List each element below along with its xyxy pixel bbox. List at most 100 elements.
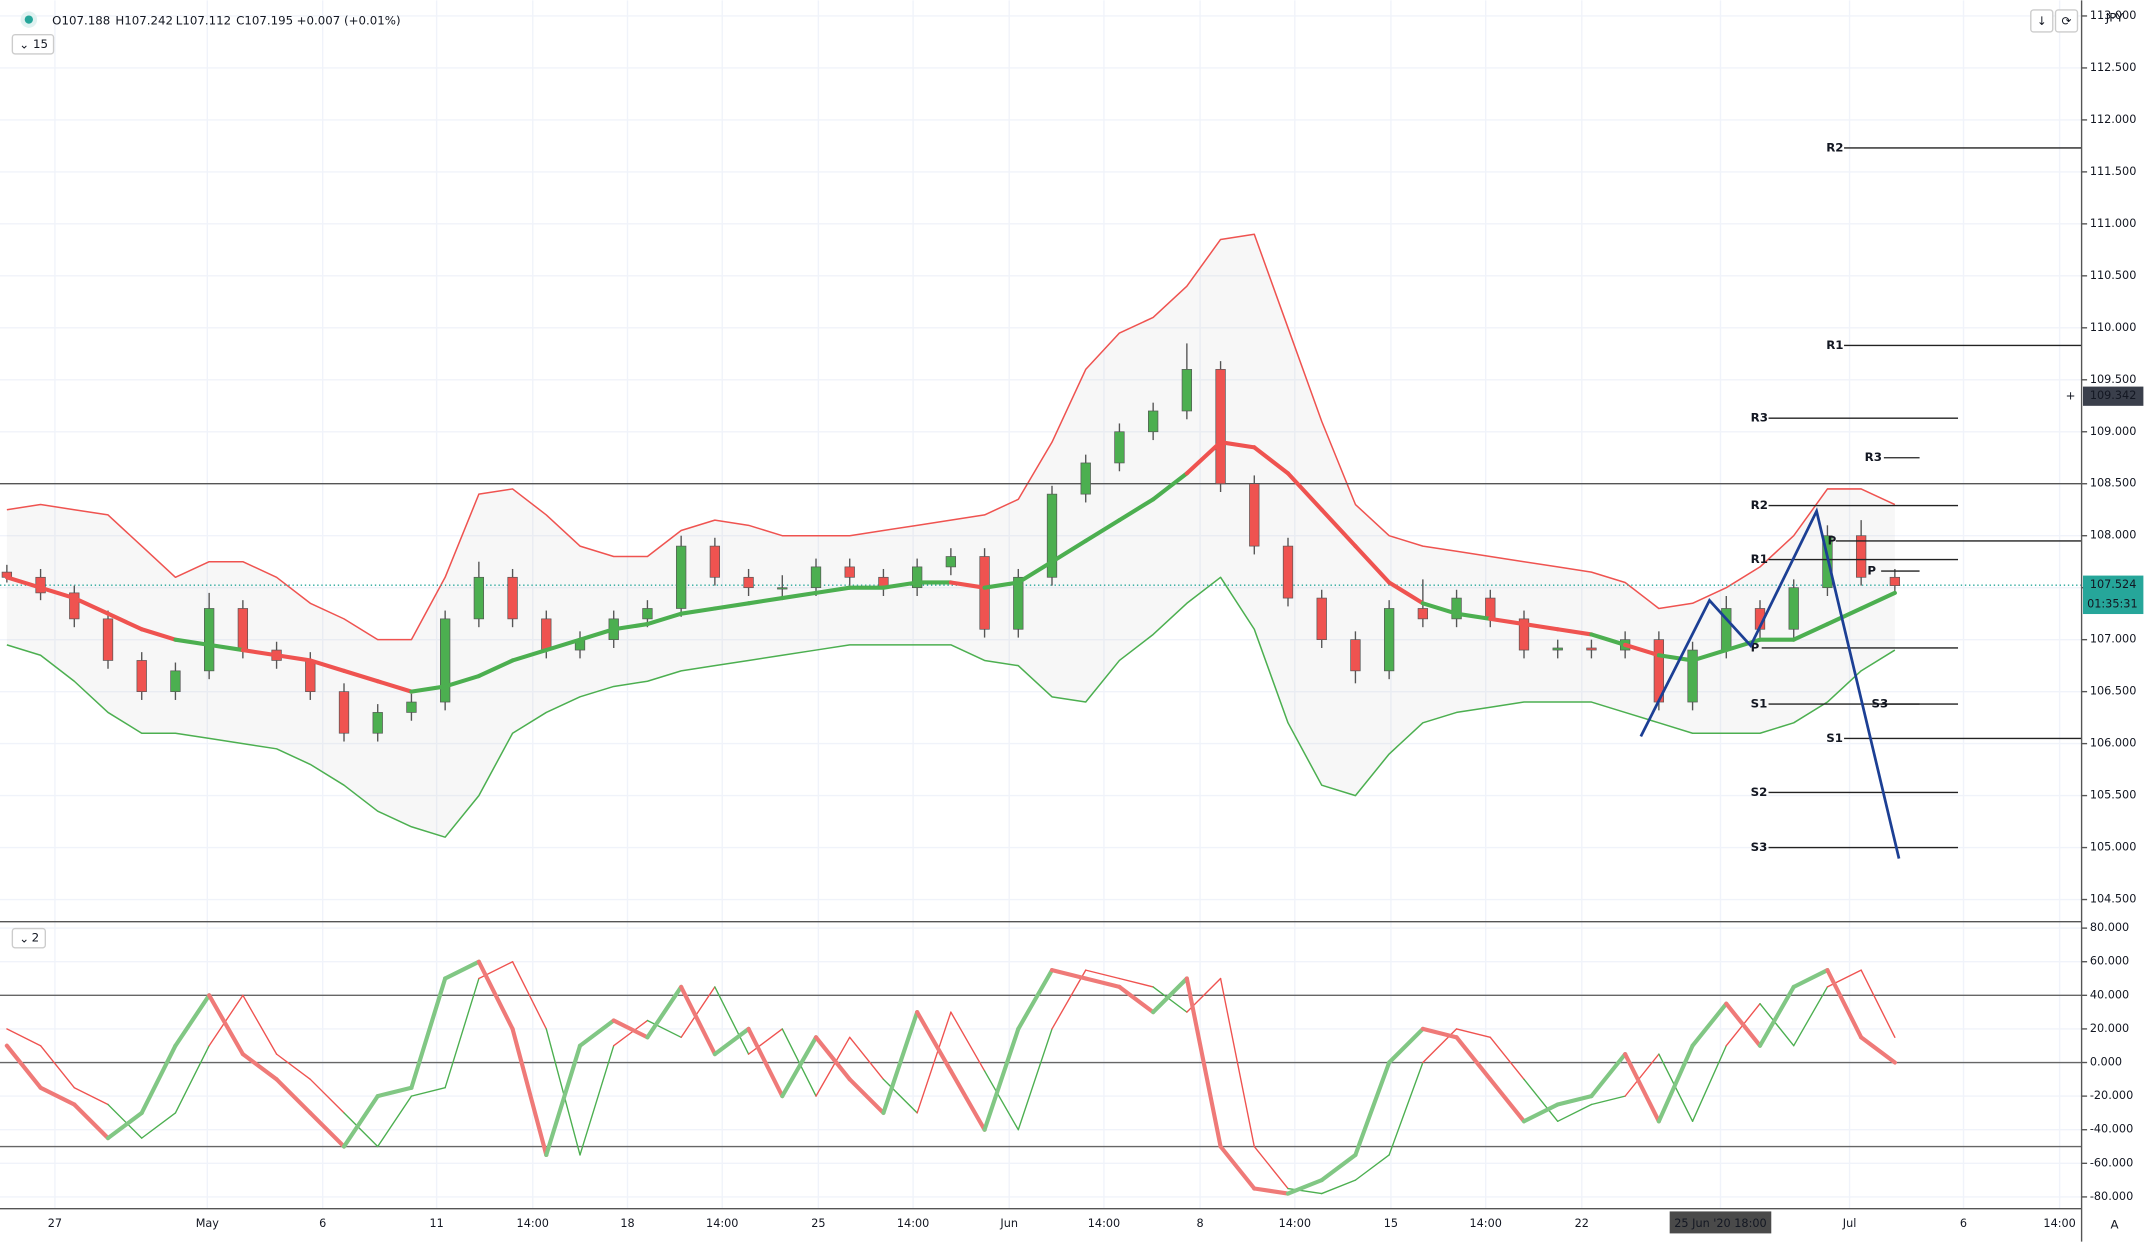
pivot-label: S3 [1751, 840, 1768, 854]
oscillator-k [881, 1010, 920, 1115]
y-tick-label: 108.500 [2090, 477, 2137, 490]
y-tick-label: 109.000 [2090, 425, 2137, 438]
oscillator-d [1152, 986, 1188, 1013]
pane-button[interactable] [11, 927, 46, 949]
current-price: 107.524 [2090, 578, 2137, 591]
oscillator-d [309, 1078, 345, 1114]
pivot-label: P [1828, 533, 1837, 547]
y-tick-label: 107.000 [2090, 633, 2137, 646]
oscillator-k [577, 1018, 616, 1048]
oscillator-k [1252, 1186, 1291, 1196]
pivot-label: S1 [1826, 731, 1843, 745]
candle-body [1249, 483, 1260, 547]
y-tick-label: 109.500 [2090, 373, 2137, 386]
y-tick-label: -20.000 [2090, 1089, 2133, 1102]
download-icon: ↓ [2037, 14, 2047, 28]
moving-average [746, 596, 785, 606]
oscillator-d [1085, 969, 1121, 980]
oscillator-d [1321, 1179, 1357, 1195]
oscillator-d [511, 961, 547, 1030]
oscillator-k [308, 1110, 347, 1149]
moving-average [1589, 632, 1628, 647]
y-tick-label: 111.000 [2090, 217, 2137, 230]
oscillator-d [1489, 1036, 1525, 1081]
oscillator-k [1083, 976, 1122, 989]
moving-average [1521, 622, 1560, 632]
moving-average [207, 642, 245, 653]
candle-body [1080, 462, 1091, 495]
interval-button[interactable] [11, 34, 55, 55]
oscillator-k [1285, 1178, 1324, 1196]
trend-drawing [1640, 600, 1711, 737]
oscillator-d [141, 1112, 177, 1139]
candle-body [1485, 597, 1496, 620]
oscillator-d [208, 994, 244, 1047]
upper-band [6, 233, 1896, 641]
oscillator-d [1118, 977, 1154, 988]
oscillator-k [948, 1068, 987, 1132]
y-tick-label: 108.000 [2090, 529, 2137, 542]
refresh-button[interactable] [2054, 9, 2079, 33]
y-tick-label: 112.500 [2090, 61, 2137, 74]
oscillator-k [72, 1102, 111, 1141]
current-price-box [2082, 575, 2144, 615]
oscillator-k [409, 976, 448, 1090]
moving-average [1387, 580, 1425, 606]
candle-body [1215, 369, 1226, 485]
oscillator-d [1455, 1028, 1491, 1039]
oscillator-d [1388, 1061, 1424, 1156]
moving-average [1791, 622, 1830, 642]
x-tick-label: 6 [319, 1217, 326, 1230]
oscillator-k [1724, 1001, 1763, 1048]
moving-average [881, 580, 920, 590]
moving-average [1859, 590, 1897, 611]
oscillator-k [1319, 1152, 1358, 1183]
ohlc-value: C107.195 [236, 13, 293, 27]
oscillator-d [747, 1028, 783, 1055]
interval-label: 15 [33, 37, 48, 51]
candle-body [1181, 369, 1193, 412]
x-tick-label: 18 [620, 1217, 634, 1230]
oscillator-k [173, 993, 212, 1048]
moving-average [780, 590, 819, 601]
candle-body [440, 618, 451, 703]
y-tick-label: 105.000 [2090, 841, 2137, 854]
oscillator-d [444, 977, 480, 1089]
moving-average [443, 673, 481, 689]
oscillator-k [1791, 968, 1830, 989]
ohlc-value: H107.242 [115, 13, 173, 27]
oscillator-d [1793, 986, 1829, 1047]
moving-average [173, 637, 212, 647]
candle-body [69, 592, 80, 620]
axes: 113.000 112.500 112.000 111.500 111.000 110.5… [48, 9, 2144, 1234]
pivot-label: S1 [1751, 697, 1768, 711]
download-button[interactable] [2030, 9, 2054, 33]
candle-body [911, 566, 923, 589]
refresh-icon: ⟳ [2062, 14, 2072, 28]
candle-body [473, 576, 485, 620]
axis-mode-button[interactable]: A [2111, 1218, 2119, 1232]
pivot-label: P [1867, 564, 1876, 578]
oscillator-k [1589, 1052, 1628, 1099]
oscillator-d [1017, 1028, 1053, 1131]
candle-body [642, 608, 653, 620]
oscillator-k [139, 1043, 178, 1115]
oscillator-k [1353, 1060, 1392, 1157]
x-tick-label: 14:00 [1088, 1217, 1120, 1230]
status-icon [24, 15, 33, 24]
candle-body [1451, 597, 1462, 620]
x-tick-label: 27 [48, 1217, 62, 1230]
oscillator-k [1555, 1094, 1594, 1107]
oscillator-d [39, 1045, 75, 1089]
candle-body [1518, 618, 1530, 651]
ohlc-value: L107.112 [176, 13, 231, 27]
oscillator-k [1623, 1052, 1661, 1124]
moving-average [409, 684, 448, 694]
moving-average [1218, 440, 1257, 450]
oscillator-d [1557, 1103, 1593, 1123]
moving-average [712, 601, 751, 611]
oscillator-k [1656, 1043, 1695, 1124]
moving-average [1151, 471, 1189, 502]
oscillator-k [1690, 1001, 1729, 1048]
ohlc-value: O107.188 [52, 13, 110, 27]
